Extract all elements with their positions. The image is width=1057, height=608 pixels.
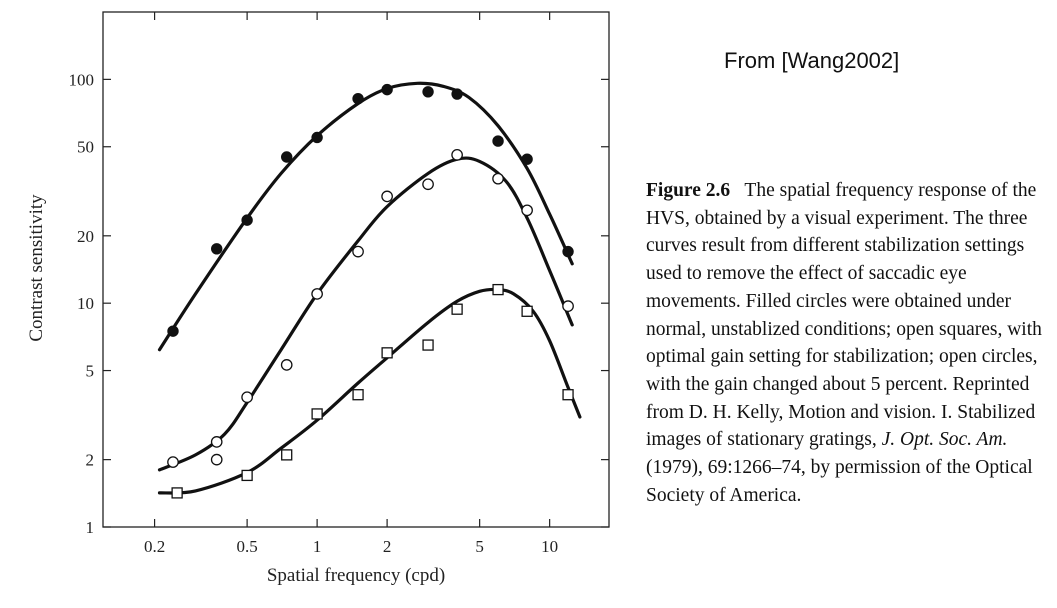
chart: 0.2 0.5 1 2 5 10 1 2 5 10 20 50 100 Spatial frequenc…	[26, 11, 610, 586]
open-circle-point-1	[210, 436, 223, 448]
figure-caption: Figure 2.6 The spatial frequency respons…	[646, 177, 1051, 509]
filled-circle-point-1	[211, 243, 223, 255]
caption-tail: (1979), 69:1266–74, by permission of the…	[646, 457, 1033, 506]
y-tick-label-1: 2	[86, 451, 95, 470]
caption-journal: J. Opt. Soc. Am.	[881, 429, 1008, 451]
open-circle-point-7	[381, 190, 393, 203]
y-tick-label-4: 20	[77, 227, 94, 246]
open-square-point-4	[352, 389, 364, 401]
open-circle-point-11	[521, 204, 533, 217]
open-square-point-8	[492, 283, 504, 296]
filled-circle-point-6	[381, 83, 393, 96]
figure-number: Figure 2.6	[646, 180, 731, 201]
filled-circle-point-11	[562, 245, 574, 258]
open-circle-point-6	[352, 245, 364, 258]
curve-open-circle	[157, 156, 574, 472]
fitted-curves	[157, 81, 582, 495]
open-circle-point-8	[422, 178, 434, 191]
y-tick-label-0: 1	[86, 518, 95, 537]
x-axis-label: Spatial frequency (cpd)	[267, 565, 445, 586]
open-circle-point-2	[210, 453, 223, 466]
filled-circle-point-7	[422, 86, 434, 98]
y-axis-label: Contrast sensitivity	[26, 194, 47, 342]
y-tick-label-5: 50	[77, 138, 94, 157]
filled-circle-point-8	[451, 88, 463, 100]
curve-filled-circle	[157, 81, 574, 352]
data-markers	[167, 83, 574, 499]
open-circle-point-3	[241, 391, 253, 404]
plot-frame	[102, 11, 610, 528]
open-circle-point-4	[280, 359, 293, 371]
x-tick-label-2: 1	[313, 537, 322, 556]
x-tick-label-3: 2	[383, 537, 392, 556]
open-circle-point-10	[492, 172, 504, 185]
filled-circle-point-9	[492, 135, 504, 147]
open-square-point-5	[381, 347, 393, 359]
open-square-point-10	[562, 389, 574, 401]
filled-circle-point-10	[521, 153, 533, 165]
filled-circle-point-5	[352, 92, 364, 105]
filled-circle-point-4	[311, 131, 323, 144]
x-tick-label-5: 10	[541, 537, 558, 556]
filled-circle-point-2	[241, 214, 253, 226]
curve-open-square	[157, 287, 582, 495]
open-square-point-9	[521, 305, 533, 317]
x-tick-label-4: 5	[475, 537, 484, 556]
open-circle-point-12	[562, 300, 574, 312]
caption-text: The spatial frequency response of the HV…	[646, 180, 1042, 451]
y-tick-label-6: 100	[69, 70, 95, 89]
axis-ticks: 0.2 0.5 1 2 5 10 1 2 5 10 20 50 100	[69, 12, 609, 556]
open-square-point-2	[281, 449, 293, 461]
open-square-point-3	[311, 408, 323, 420]
source-note: From [Wang2002]	[724, 48, 900, 73]
x-tick-label-0: 0.2	[144, 537, 165, 556]
open-circle-point-0	[167, 456, 179, 468]
open-square-point-0	[171, 487, 183, 499]
open-square-point-1	[241, 469, 253, 482]
open-square-point-7	[451, 303, 463, 315]
filled-circle-point-3	[281, 151, 293, 163]
open-circle-point-5	[311, 288, 323, 300]
y-tick-label-3: 10	[77, 294, 94, 313]
x-tick-label-1: 0.5	[236, 537, 257, 556]
filled-circle-point-0	[167, 325, 179, 337]
open-square-point-6	[422, 339, 434, 351]
y-tick-label-2: 5	[86, 362, 95, 381]
open-circle-point-9	[451, 149, 463, 161]
